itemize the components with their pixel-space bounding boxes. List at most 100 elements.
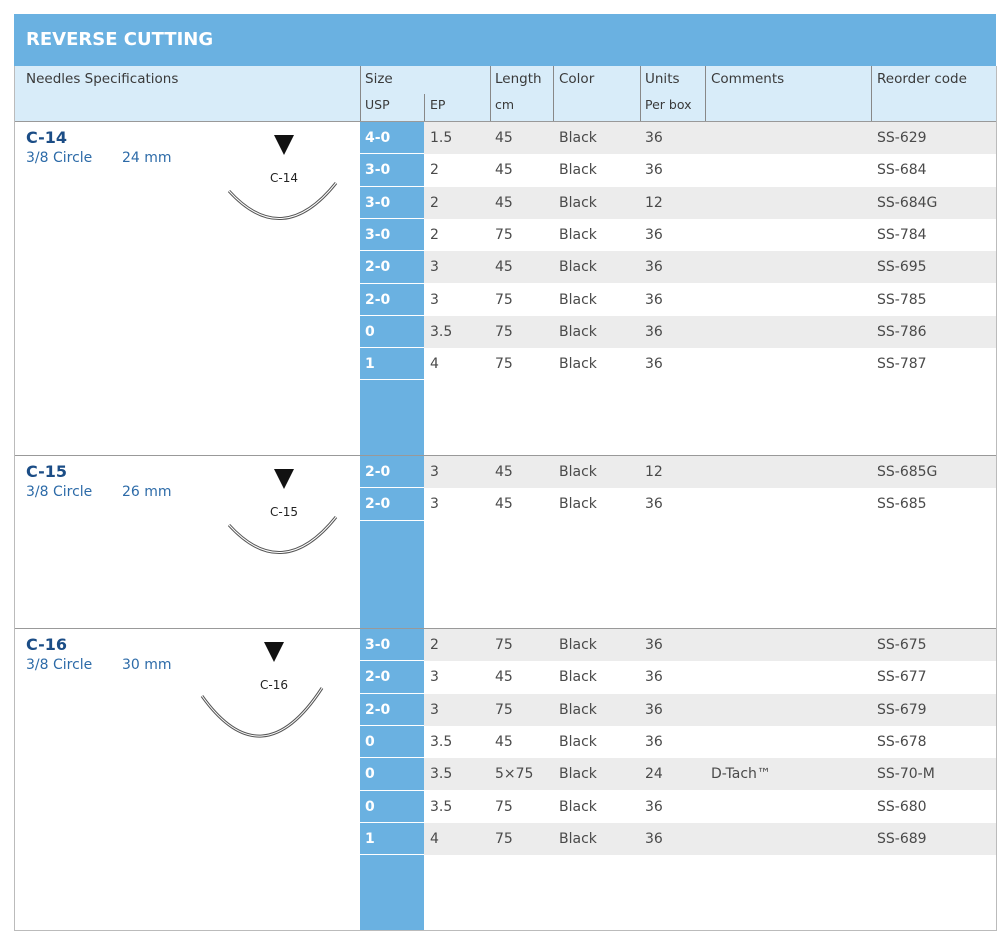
cell: 3 <box>430 496 439 513</box>
usp-cell: 4-0 <box>365 130 391 146</box>
cell: 2 <box>430 194 439 211</box>
cell: 36 <box>645 701 663 718</box>
usp-cell: 2-0 <box>365 464 391 480</box>
usp-cell: 2-0 <box>365 701 391 718</box>
cell: SS-70-M <box>877 766 935 783</box>
cell: 75 <box>495 356 513 373</box>
cell: 36 <box>645 733 663 750</box>
cell: 24 <box>645 766 663 783</box>
cell: D-Tach™ <box>711 766 771 783</box>
usp-cell: 1 <box>365 356 375 373</box>
cell: 36 <box>645 669 663 686</box>
cell: SS-695 <box>877 259 927 276</box>
cell: 1.5 <box>430 130 453 146</box>
header-cell: Units <box>645 71 680 87</box>
cell: 2 <box>430 226 439 243</box>
row-stripe <box>424 456 996 489</box>
cell: SS-786 <box>877 323 927 340</box>
cell: 3.5 <box>430 733 453 750</box>
usp-separator <box>360 692 424 694</box>
cell: 45 <box>495 259 513 276</box>
cell: 36 <box>645 798 663 815</box>
cell: SS-684G <box>877 194 938 211</box>
needle-diagram <box>227 469 338 555</box>
usp-separator <box>360 854 424 856</box>
cell: SS-679 <box>877 701 927 718</box>
usp-cell: 1 <box>365 830 375 847</box>
group-divider <box>14 628 996 629</box>
cell: 36 <box>645 830 663 847</box>
cell: SS-680 <box>877 798 927 815</box>
cell: Black <box>559 669 597 686</box>
needle-size: 24 mm <box>122 150 172 166</box>
needle-name: C-15 <box>26 462 68 481</box>
header-cell: Comments <box>711 71 785 87</box>
diagram-label: C-15 <box>270 505 298 519</box>
needle-diagram <box>200 642 324 738</box>
needle-size: 26 mm <box>122 484 172 500</box>
cell: 45 <box>495 464 513 480</box>
column-divider <box>424 94 425 121</box>
cell: 75 <box>495 637 513 653</box>
cell: Black <box>559 162 597 179</box>
cell: Black <box>559 356 597 373</box>
usp-separator <box>360 217 424 219</box>
usp-cell: 0 <box>365 733 375 750</box>
header-cell: EP <box>430 97 446 112</box>
row-stripe <box>424 186 996 219</box>
column-divider <box>360 66 361 121</box>
header-cell: Size <box>365 71 393 87</box>
usp-separator <box>360 250 424 252</box>
row-stripe <box>424 629 996 662</box>
cell: Black <box>559 798 597 815</box>
row-stripe <box>424 251 996 284</box>
needle-diagram <box>227 135 338 221</box>
cell: SS-785 <box>877 291 927 308</box>
column-divider <box>553 66 554 121</box>
usp-cell: 0 <box>365 766 375 783</box>
usp-separator <box>360 660 424 662</box>
cell: SS-629 <box>877 130 927 146</box>
usp-separator <box>360 185 424 187</box>
group-divider <box>14 455 996 456</box>
title-bar <box>14 14 996 66</box>
usp-cell: 2-0 <box>365 669 391 686</box>
diagram-label: C-14 <box>270 171 298 185</box>
header-cell: USP <box>365 97 390 112</box>
header-cell: Per box <box>645 97 692 112</box>
needle-shape: 3/8 Circle <box>26 484 93 500</box>
cell: Black <box>559 637 597 653</box>
cell: 36 <box>645 291 663 308</box>
cell: Black <box>559 130 597 146</box>
cell: SS-685 <box>877 496 927 513</box>
cell: SS-675 <box>877 637 927 653</box>
column-divider <box>640 66 641 121</box>
cell: Black <box>559 194 597 211</box>
cell: 45 <box>495 162 513 179</box>
row-stripe <box>424 122 996 155</box>
usp-separator <box>360 519 424 521</box>
header-cell: Reorder code <box>877 71 967 87</box>
column-divider <box>871 66 872 121</box>
cell: SS-684 <box>877 162 927 179</box>
cell: 75 <box>495 830 513 847</box>
needle-shape: 3/8 Circle <box>26 150 93 166</box>
needle-size: 30 mm <box>122 657 172 673</box>
usp-separator <box>360 487 424 489</box>
cell: 3 <box>430 464 439 480</box>
cell: Black <box>559 766 597 783</box>
usp-separator <box>360 724 424 726</box>
cell: SS-677 <box>877 669 927 686</box>
cell: 36 <box>645 637 663 653</box>
cell: 3 <box>430 701 439 718</box>
header-cell: Needles Specifications <box>26 71 179 87</box>
usp-cell: 0 <box>365 798 375 815</box>
cell: 3.5 <box>430 798 453 815</box>
column-divider <box>705 66 706 121</box>
cell: SS-784 <box>877 226 927 243</box>
cell: 36 <box>645 130 663 146</box>
frame <box>14 66 997 931</box>
cell: Black <box>559 830 597 847</box>
cell: 36 <box>645 259 663 276</box>
cell: Black <box>559 733 597 750</box>
